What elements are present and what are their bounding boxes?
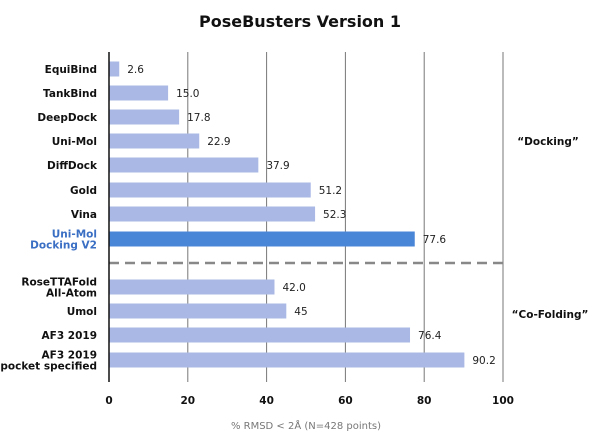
category-label-diffdock: DiffDock [47,160,98,172]
grid-lines [109,52,504,382]
bar-vina [109,206,316,222]
value-label-vina: 52.3 [323,209,346,221]
category-label-uni-mol-docking-v2: Uni-Mol Docking V2 [30,229,97,252]
category-label-af3-2019: AF3 2019 [42,330,97,342]
group-label-1: “Co-Folding” [512,309,589,321]
x-axis: 0 20 40 60 80 100 [105,52,514,407]
value-label-uni-mol-docking-v2: 77.6 [423,234,447,246]
bar-af3-2019 [109,327,411,343]
bar-rosettafold-all-atom [109,279,275,295]
x-tick-label-40: 40 [259,395,274,407]
category-label-tankbind: TankBind [43,88,97,100]
value-label-deepdock: 17.8 [187,112,210,124]
category-label-uni-mol: Uni-Mol [52,136,97,148]
bars [109,61,465,368]
x-tick-label-0: 0 [105,395,112,407]
bar-uni-mol [109,133,200,149]
group-label-0: “Docking” [517,136,579,148]
value-labels: 2.6 15.0 17.8 22.9 37.9 51.2 52.3 77.6 42.0 45 76.… [127,64,496,367]
value-label-uni-mol: 22.9 [207,136,230,148]
bar-umol [109,303,287,319]
value-label-rosettafold-all-atom: 42.0 [282,282,305,294]
category-label-deepdock: DeepDock [37,112,98,124]
x-tick-label-80: 80 [417,395,432,407]
category-label-rosettafold-all-atom: RoseTTAFold All-Atom [21,277,97,300]
chart-title: PoseBusters Version 1 [199,12,401,31]
value-label-diffdock: 37.9 [266,160,289,172]
bar-diffdock [109,157,259,173]
bar-deepdock [109,109,180,125]
value-label-umol: 45 [294,306,307,318]
category-label-equibind: EquiBind [45,64,97,76]
x-tick-label-60: 60 [338,395,353,407]
value-label-equibind: 2.6 [127,64,144,76]
bar-tankbind [109,85,169,101]
x-tick-label-20: 20 [180,395,195,407]
x-tick-label-100: 100 [492,395,514,407]
bar-af3-2019-pocket-specified [109,352,465,368]
x-axis-label: % RMSD < 2Å (N=428 points) [231,419,381,432]
bar-gold [109,182,311,198]
category-labels: EquiBind TankBind DeepDock Uni-Mol DiffDock G… [0,64,98,373]
bar-uni-mol-docking-v2 [109,231,415,247]
value-label-tankbind: 15.0 [176,88,199,100]
category-label-umol: Umol [67,306,97,318]
value-label-af3-2019-pocket-specified: 90.2 [472,355,495,367]
category-label-af3-2019-pocket-specified: AF3 2019 pocket specified [0,350,97,373]
bar-equibind [109,61,120,77]
category-label-gold: Gold [70,185,97,197]
value-label-af3-2019: 76.4 [418,330,442,342]
category-label-vina: Vina [71,209,97,221]
group-labels: “Docking” “Co-Folding” [512,136,589,321]
value-label-gold: 51.2 [319,185,342,197]
